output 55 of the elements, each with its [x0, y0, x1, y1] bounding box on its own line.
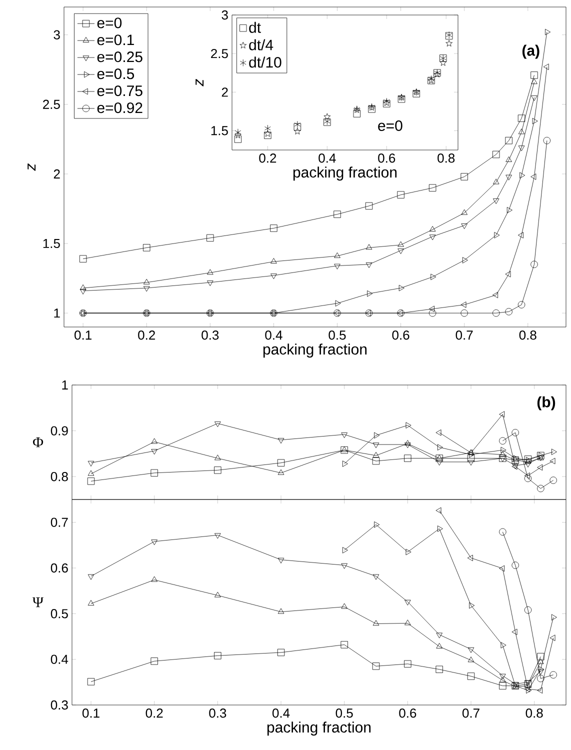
y-tick-label: 0.5 — [50, 609, 68, 618]
y-axis-title: Ψ — [32, 597, 44, 608]
y-axis-title: Φ — [33, 437, 44, 448]
y-axis-title: z — [196, 78, 204, 86]
legend-label: dt — [249, 22, 261, 33]
x-tick-label: 0.2 — [146, 708, 163, 718]
x-tick-label: 0.5 — [336, 708, 353, 718]
legend-label: dt/10 — [249, 56, 282, 68]
x-tick-label: 0.2 — [138, 330, 155, 340]
legend-label: e=0.75 — [97, 85, 142, 96]
y-tick-label: 1 — [54, 308, 60, 318]
x-tick-label: 0.4 — [318, 154, 336, 163]
x-tick-label: 0.1 — [74, 330, 92, 340]
x-tick-label: 0.6 — [378, 154, 396, 163]
x-tick-label: 0.6 — [399, 708, 416, 718]
x-tick-label: 0.5 — [328, 330, 346, 340]
y-tick-label: 1 — [62, 380, 68, 390]
x-tick-label: 0.7 — [462, 708, 480, 718]
y-tick-label: 3 — [222, 10, 228, 20]
x-tick-label: 0.7 — [456, 330, 473, 340]
x-tick-label: 0.8 — [526, 708, 543, 718]
x-tick-label: 0.8 — [438, 154, 455, 163]
legend-label: e=0 — [97, 18, 122, 28]
y-tick-label: 3 — [54, 30, 60, 40]
y-tick-label: 0.8 — [50, 472, 68, 482]
x-tick-label: 0.2 — [259, 154, 276, 163]
annotation: (a) — [522, 44, 540, 59]
x-axis-title: packing fraction — [293, 166, 397, 181]
x-axis-title: packing fraction — [267, 722, 371, 736]
legend-label: e=0.5 — [97, 68, 134, 80]
y-tick-label: 0.7 — [50, 518, 68, 527]
x-tick-label: 0.4 — [272, 708, 290, 718]
legend-label: e=0.92 — [97, 102, 142, 114]
x-tick-label: 0.6 — [392, 330, 410, 340]
y-tick-label: 0.9 — [50, 426, 68, 436]
y-tick-label: 0.3 — [50, 700, 68, 710]
x-tick-label: 0.8 — [519, 330, 536, 340]
y-tick-label: 1.5 — [211, 126, 228, 136]
y-tick-label: 2.5 — [211, 48, 228, 58]
annotation: (b) — [537, 396, 556, 410]
y-axis-title: z — [28, 163, 36, 171]
x-tick-label: 0.4 — [265, 330, 282, 340]
legend-label: dt/4 — [249, 39, 274, 50]
x-tick-label: 0.1 — [82, 708, 100, 718]
y-tick-label: 0.4 — [50, 654, 68, 664]
annotation: e=0 — [378, 120, 402, 131]
y-tick-label: 2 — [222, 88, 228, 97]
legend-label: e=0.1 — [97, 34, 134, 46]
x-tick-label: 0.3 — [202, 330, 219, 340]
y-tick-label: 2 — [54, 169, 60, 178]
x-axis-title: packing fraction — [263, 344, 367, 358]
y-tick-label: 2.5 — [43, 100, 60, 109]
y-tick-label: 1.5 — [43, 238, 60, 248]
y-tick-label: 0.6 — [50, 563, 68, 573]
legend-label: e=0.25 — [97, 52, 142, 62]
